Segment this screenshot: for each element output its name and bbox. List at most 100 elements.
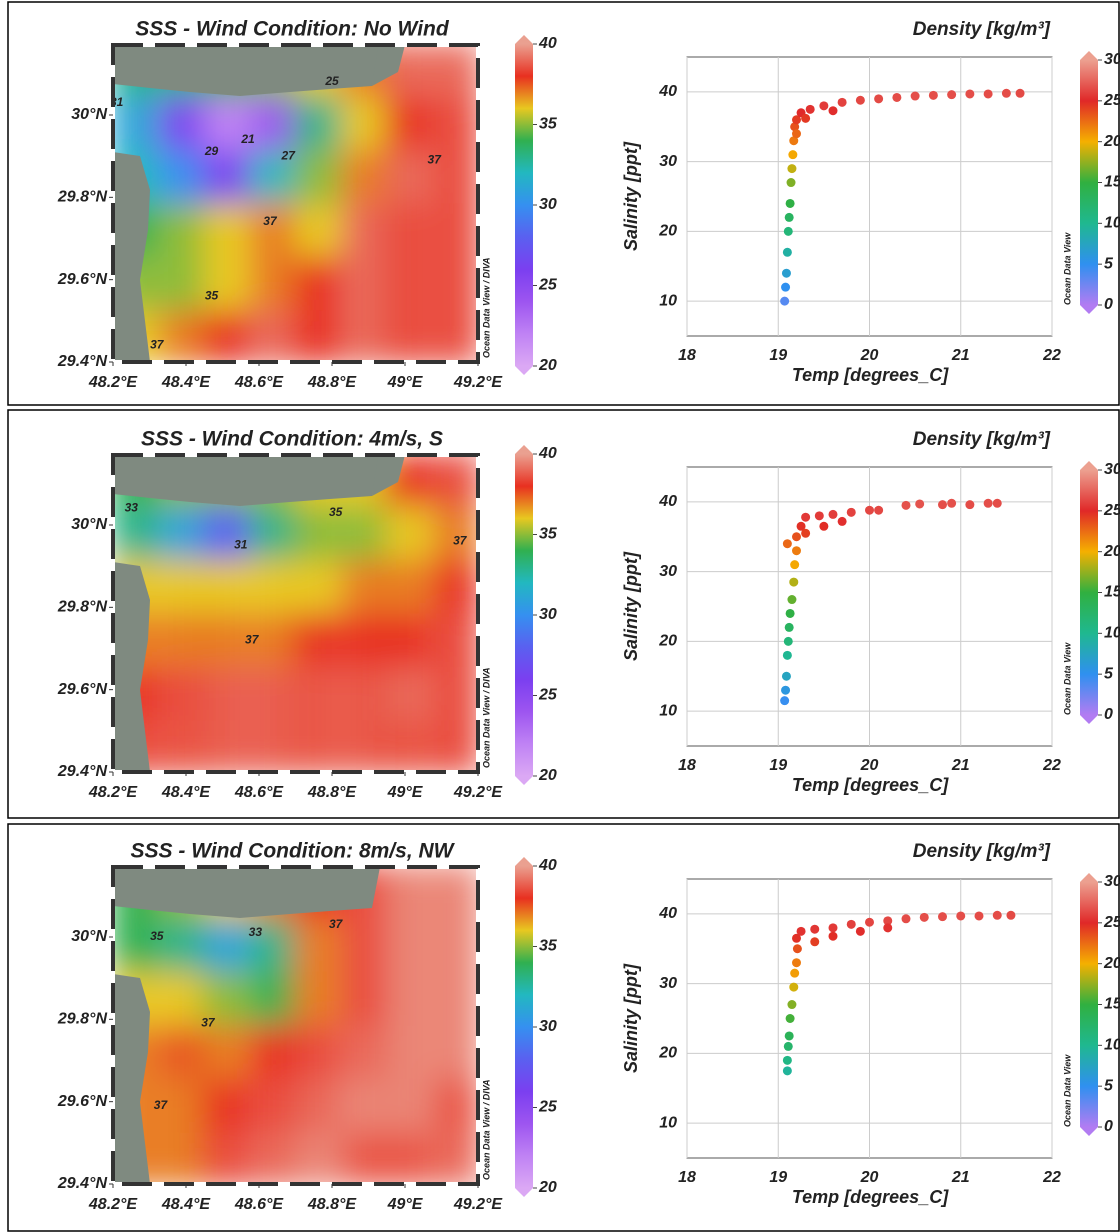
land xyxy=(372,455,405,496)
x-tick-label: 22 xyxy=(1042,347,1061,364)
point xyxy=(783,226,793,236)
map-frame xyxy=(111,43,480,364)
salinity-cell xyxy=(250,1078,297,1133)
colorbar-tick-label: 25 xyxy=(1103,92,1120,109)
x-tick-label: 49.2°E xyxy=(453,1196,504,1213)
salinity-cell xyxy=(294,613,341,668)
point xyxy=(796,926,806,936)
colorbar-cap xyxy=(515,366,533,375)
credit: Ocean Data View xyxy=(1062,232,1072,305)
y-tick-label: 30 xyxy=(659,975,677,992)
salinity-cell xyxy=(385,1078,432,1133)
point xyxy=(788,150,798,160)
map-title: SSS - Wind Condition: No Wind xyxy=(135,18,450,41)
x-axis-label: Temp [degrees_C] xyxy=(792,775,949,795)
salinity-cell xyxy=(341,96,389,151)
y-tick-label: 30°N xyxy=(71,928,107,945)
salinity-cell xyxy=(250,310,297,362)
y-tick-label: 29.8°N xyxy=(57,1011,108,1028)
map-title: SSS - Wind Condition: 8m/s, NW xyxy=(131,840,456,863)
x-tick-label: 18 xyxy=(678,1169,696,1186)
salinity-cell xyxy=(159,310,206,362)
x-tick-label: 49.2°E xyxy=(453,784,504,801)
salinity-cell xyxy=(432,867,478,919)
contour-label: 37 xyxy=(428,152,443,166)
point xyxy=(855,926,865,936)
x-tick-label: 48.2°E xyxy=(88,1196,139,1213)
salinity-cell xyxy=(294,1078,341,1133)
point xyxy=(819,101,829,111)
x-axis-label: Temp [degrees_C] xyxy=(792,1187,949,1207)
salinity-cell xyxy=(294,203,341,258)
row-border xyxy=(7,1,1120,406)
point xyxy=(928,90,938,100)
y-tick-label: 29.4°N xyxy=(57,1175,108,1192)
x-tick-label: 49.2°E xyxy=(453,374,504,391)
point xyxy=(796,521,806,531)
y-tick-label: 10 xyxy=(659,702,677,719)
point xyxy=(938,912,947,922)
point xyxy=(810,937,820,947)
salinity-cell xyxy=(432,256,478,311)
map-frame xyxy=(111,453,480,774)
colorbar-cap xyxy=(1080,873,1098,882)
salinity-cell xyxy=(250,971,297,1026)
colorbar-cap xyxy=(1080,461,1098,470)
salinity-cell xyxy=(159,506,206,561)
salinity-cell xyxy=(341,256,389,311)
colorbar xyxy=(515,454,533,776)
x-tick-label: 21 xyxy=(951,1169,970,1186)
point xyxy=(965,89,975,99)
y-tick-label: 29.6°N xyxy=(57,681,108,698)
contour-label: 33 xyxy=(125,501,139,515)
ts-diagram: Density [kg/m³] 18 19 20 21 22 10 20 30 40 Temp [d… xyxy=(621,429,1120,795)
point xyxy=(828,931,838,941)
colorbar xyxy=(1080,470,1098,715)
point xyxy=(782,1055,792,1065)
salinity-cell xyxy=(341,1025,389,1080)
x-axis-label: Temp [degrees_C] xyxy=(792,365,949,385)
x-tick-label: 48.6°E xyxy=(234,1196,285,1213)
colorbar xyxy=(1080,882,1098,1127)
salinity-cell xyxy=(385,256,432,311)
point xyxy=(828,923,838,933)
salinity-cell xyxy=(159,559,206,614)
point xyxy=(790,122,800,132)
salinity-cell xyxy=(385,666,432,721)
contour-label: 33 xyxy=(249,925,263,939)
x-tick-label: 21 xyxy=(951,757,970,774)
salinity-cell xyxy=(385,506,432,561)
y-axis-label: Salinity [ppt] xyxy=(621,551,641,661)
salinity-cell xyxy=(113,506,159,561)
salinity-cell xyxy=(250,918,297,973)
colorbar-tick-label: 15 xyxy=(1104,996,1120,1013)
ts-diagram: Density [kg/m³] 18 19 20 21 22 10 20 30 40 Temp [d… xyxy=(621,841,1120,1207)
ts-diagram: Density [kg/m³] 18 19 20 21 22 10 20 30 40 Temp [d… xyxy=(621,19,1120,385)
salinity-cell xyxy=(341,310,389,362)
colorbar-tick-label: 30 xyxy=(1104,51,1120,68)
point xyxy=(792,129,801,139)
point xyxy=(783,636,793,646)
salinity-cell xyxy=(341,1132,389,1184)
salinity-cell xyxy=(250,559,297,614)
salinity-cell xyxy=(294,720,341,772)
y-tick-label: 30°N xyxy=(71,106,107,123)
salinity-cell xyxy=(341,971,389,1026)
y-axis-label: Salinity [ppt] xyxy=(621,963,641,1073)
salinity-cell xyxy=(385,310,432,362)
x-tick-label: 48.8°E xyxy=(307,784,358,801)
salinity-cell xyxy=(341,1078,389,1133)
contour-label: 37 xyxy=(154,1098,169,1112)
salinity-cell xyxy=(202,256,250,311)
salinity-cell xyxy=(385,96,432,151)
y-tick-label: 10 xyxy=(659,292,677,309)
salinity-cell xyxy=(202,203,250,258)
land xyxy=(113,152,150,362)
x-tick-label: 20 xyxy=(860,1169,879,1186)
x-tick-label: 20 xyxy=(860,347,879,364)
contour-label: 25 xyxy=(324,74,339,88)
point xyxy=(784,1031,794,1041)
contour-label: 37 xyxy=(329,917,344,931)
salinity-cell xyxy=(113,918,159,973)
colorbar xyxy=(515,866,533,1188)
